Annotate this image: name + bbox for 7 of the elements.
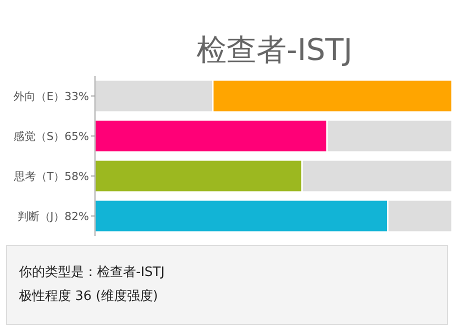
y-tick-label: 思考（T）58% — [12, 170, 89, 183]
chart-title: 检查者-ISTJ — [196, 32, 354, 70]
text: 极性程度 36 (维度强度) — [19, 288, 158, 305]
y-tick-label: 感觉（S）65% — [14, 130, 89, 143]
text: 你的类型是：检查者-ISTJ — [19, 264, 165, 281]
y-tick-label: 外向（E）33% — [14, 90, 89, 103]
y-tick-label: 判断（J）82% — [17, 210, 89, 223]
